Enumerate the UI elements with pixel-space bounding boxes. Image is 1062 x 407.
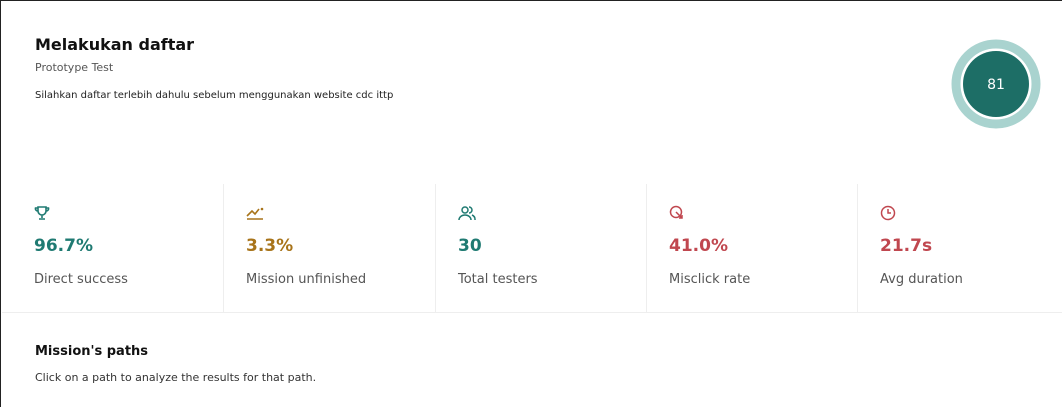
stat-value: 96.7% [34,236,93,256]
stat: 30 Total testers [435,184,646,312]
misclick-icon [669,205,683,219]
testers-icon [458,206,476,221]
score-ring [951,39,1041,129]
stat-label: Misclick rate [669,272,751,287]
task-type: Prototype Test [35,61,114,74]
score-value: 81 [987,77,1005,93]
score-circle [963,51,1029,117]
divider [435,184,436,312]
paths-title: Mission's paths [35,344,149,359]
stat-value: 21.7s [880,236,933,256]
stat-label: Avg duration [880,272,963,287]
divider [857,184,858,312]
stat-label: Direct success [34,272,128,287]
divider [223,184,224,312]
clock-icon [880,205,896,221]
separator [2,312,1062,313]
stat-value: 41.0% [669,236,728,256]
score-badge: 81 [951,39,1041,129]
task-description: Silahkan daftar terlebih dahulu sebelum … [35,90,394,101]
stat-value: 30 [458,236,482,256]
unfinished-icon [246,207,264,220]
stat: 96.7% Direct success [11,184,222,312]
task-title: Melakukan daftar [35,35,195,54]
divider [646,184,647,312]
stat-label: Mission unfinished [246,272,367,287]
stat-label: Total testers [458,272,538,287]
paths-hint: Click on a path to analyze the results f… [35,371,317,384]
stat-value: 3.3% [246,236,294,256]
stat: 21.7s Avg duration [857,184,1062,312]
stat: 3.3% Mission unfinished [223,184,434,312]
trophy-icon [34,206,50,220]
stat: 41.0% Misclick rate [646,184,857,312]
